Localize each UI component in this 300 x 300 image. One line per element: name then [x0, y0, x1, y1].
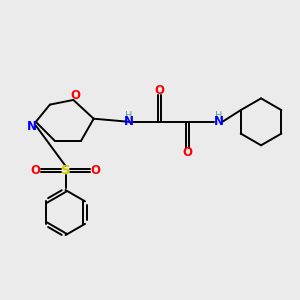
Text: H: H	[125, 111, 132, 121]
Text: N: N	[123, 115, 134, 128]
Text: S: S	[61, 164, 70, 177]
Text: N: N	[27, 120, 37, 133]
Text: O: O	[154, 84, 164, 98]
Text: N: N	[214, 115, 224, 128]
Text: O: O	[182, 146, 193, 159]
Text: O: O	[31, 164, 41, 177]
Text: O: O	[70, 89, 80, 102]
Text: H: H	[215, 111, 222, 121]
Text: O: O	[90, 164, 100, 177]
